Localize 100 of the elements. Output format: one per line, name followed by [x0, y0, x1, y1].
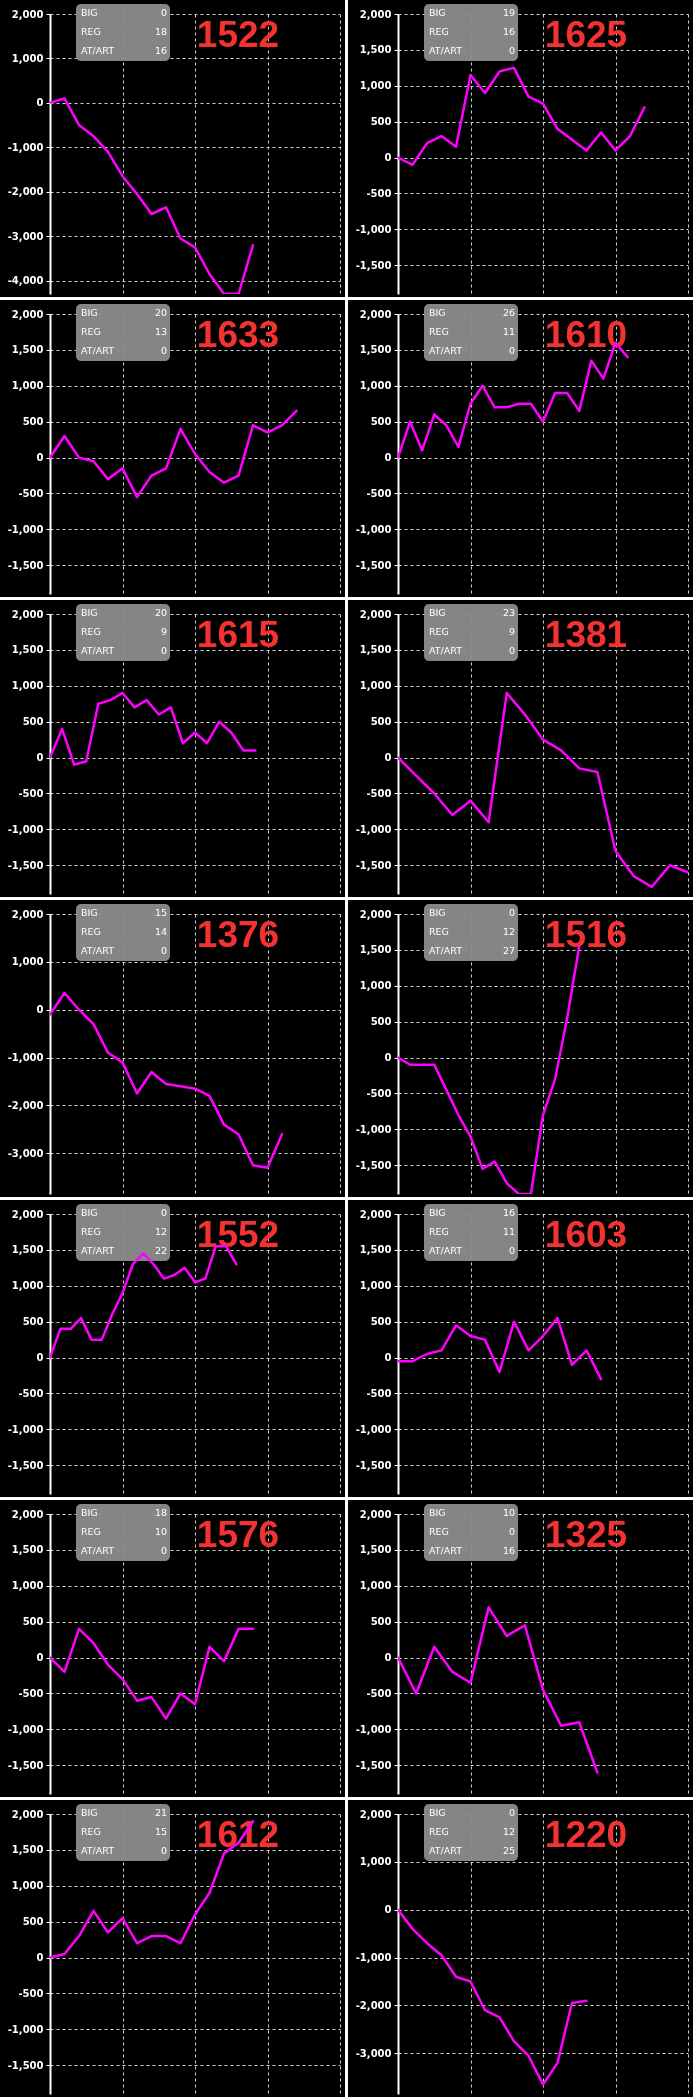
- chart-title: 1552: [196, 1214, 280, 1255]
- annotation: BIG: [81, 307, 98, 318]
- annotation: 0: [508, 45, 515, 56]
- y-tick-label: 1,000: [11, 52, 44, 64]
- annotation: 11: [502, 1226, 515, 1237]
- y-tick-label: 2,000: [359, 608, 392, 620]
- y-tick-label: -2,000: [7, 1099, 44, 1111]
- annotation: 12: [154, 1226, 167, 1237]
- y-tick-label: -1,000: [7, 823, 44, 835]
- y-tick-label: 1,000: [359, 80, 392, 92]
- chart-title: 1603: [544, 1214, 628, 1255]
- annotation: REG: [429, 1826, 449, 1837]
- annotation: BIG: [429, 1507, 446, 1518]
- chart-title: 1576: [196, 1514, 280, 1555]
- y-tick-label: -1,000: [355, 223, 392, 235]
- y-tick-label: 1,500: [11, 1844, 44, 1856]
- annotation: REG: [81, 626, 101, 637]
- y-tick-label: 1,000: [11, 680, 44, 692]
- y-tick-label: -1,000: [355, 1123, 392, 1135]
- annotation: 27: [502, 945, 515, 956]
- y-tick-label: 2,000: [359, 1808, 392, 1820]
- annotation: AT/ART: [81, 345, 115, 356]
- annotation: 23: [502, 607, 515, 618]
- y-tick-label: -500: [366, 1387, 392, 1399]
- y-tick-label: 1,500: [11, 644, 44, 656]
- y-tick-label: 1,000: [11, 380, 44, 392]
- y-tick-label: 0: [384, 452, 392, 464]
- annotation: 15: [154, 1826, 167, 1837]
- annotation: 0: [508, 345, 515, 356]
- annotation: AT/ART: [81, 945, 115, 956]
- y-tick-label: 0: [384, 152, 392, 164]
- y-tick-label: 500: [22, 1616, 44, 1628]
- y-tick-label: 1,500: [359, 344, 392, 356]
- annotation: 11: [502, 326, 515, 337]
- y-tick-label: 2,000: [11, 8, 44, 20]
- annotation: BIG: [429, 907, 446, 918]
- annotation: 18: [154, 26, 167, 37]
- y-tick-label: 0: [36, 1352, 44, 1364]
- annotation: 12: [502, 1826, 515, 1837]
- chart-title: 1610: [544, 314, 628, 355]
- annotation: 0: [508, 1526, 515, 1537]
- y-tick-label: 500: [370, 716, 392, 728]
- chart-title: 1522: [196, 14, 280, 55]
- y-tick-label: -500: [18, 787, 44, 799]
- y-tick-label: -1,500: [355, 1159, 392, 1171]
- y-tick-label: -500: [18, 1387, 44, 1399]
- annotation: REG: [81, 926, 101, 937]
- y-tick-label: 2,000: [11, 1508, 44, 1520]
- chart-title: 1625: [544, 14, 628, 55]
- y-tick-label: -500: [18, 1987, 44, 1999]
- y-tick-label: 1,500: [359, 1244, 392, 1256]
- annotation: BIG: [429, 7, 446, 18]
- annotation: BIG: [81, 1807, 98, 1818]
- y-tick-label: -1,500: [355, 1759, 392, 1771]
- y-tick-label: -2,000: [7, 186, 44, 198]
- y-tick-label: -1,500: [355, 1459, 392, 1471]
- y-tick-label: -4,000: [7, 275, 44, 287]
- y-tick-label: 2,000: [359, 1508, 392, 1520]
- annotation: 0: [160, 945, 167, 956]
- y-tick-label: 1,000: [11, 1880, 44, 1892]
- y-tick-label: -500: [18, 1687, 44, 1699]
- y-tick-label: 2,000: [11, 1808, 44, 1820]
- y-tick-label: 1,000: [359, 1580, 392, 1592]
- y-tick-label: 1,500: [11, 344, 44, 356]
- y-tick-label: 1,500: [11, 1544, 44, 1556]
- annotation: BIG: [81, 607, 98, 618]
- y-tick-label: 0: [384, 1352, 392, 1364]
- y-tick-label: -1,000: [355, 1723, 392, 1735]
- annotation: AT/ART: [429, 345, 463, 356]
- chart-title: 1516: [544, 914, 628, 955]
- annotation: 21: [154, 1807, 167, 1818]
- annotation: 0: [160, 1845, 167, 1856]
- y-tick-label: 1,000: [11, 956, 44, 968]
- y-tick-label: 2,000: [11, 908, 44, 920]
- annotation: AT/ART: [429, 45, 463, 56]
- annotation: BIG: [429, 1807, 446, 1818]
- y-tick-label: -1,500: [355, 859, 392, 871]
- y-tick-label: -500: [366, 187, 392, 199]
- y-tick-label: 1,000: [359, 980, 392, 992]
- y-tick-label: -1,000: [7, 1423, 44, 1435]
- annotation: REG: [429, 26, 449, 37]
- annotation: BIG: [429, 1207, 446, 1218]
- y-tick-label: 2,000: [11, 1208, 44, 1220]
- y-tick-label: -1,000: [7, 2023, 44, 2035]
- annotation: BIG: [429, 607, 446, 618]
- y-tick-label: 1,000: [11, 1580, 44, 1592]
- y-tick-label: 500: [22, 716, 44, 728]
- annotation: 16: [154, 45, 167, 56]
- y-tick-label: 500: [370, 1016, 392, 1028]
- y-tick-label: 0: [36, 97, 44, 109]
- y-tick-label: -500: [366, 1087, 392, 1099]
- annotation: BIG: [81, 907, 98, 918]
- annotation: 0: [160, 345, 167, 356]
- y-tick-label: 1,000: [359, 680, 392, 692]
- y-tick-label: 500: [370, 416, 392, 428]
- y-tick-label: -1,500: [7, 559, 44, 571]
- annotation: 20: [154, 307, 167, 318]
- y-tick-label: 1,500: [359, 944, 392, 956]
- y-tick-label: -1,000: [355, 523, 392, 535]
- annotation: REG: [429, 1526, 449, 1537]
